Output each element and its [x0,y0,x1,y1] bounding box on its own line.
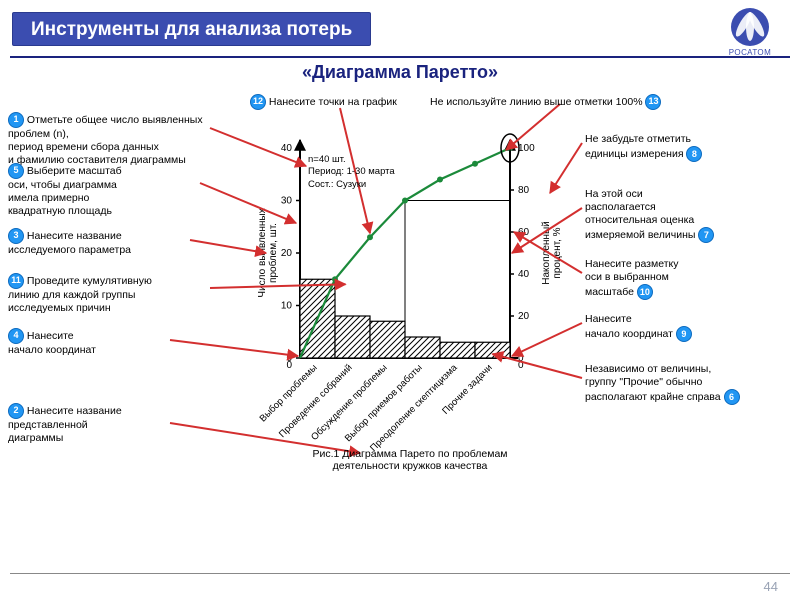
annotation-4: 4 Нанеситеначало координат [8,328,218,357]
rule-bottom [10,573,790,574]
svg-text:30: 30 [281,196,293,207]
svg-text:100: 100 [518,143,535,154]
svg-text:80: 80 [518,185,530,196]
svg-text:20: 20 [518,311,530,322]
step-badge-3: 3 [8,228,24,244]
annotation-8: Не забудьте отметитьединицы измерения 8 [585,133,785,162]
svg-text:Выбор проблемы: Выбор проблемы [258,362,320,424]
annotation-12: 12 Нанесите точки на график [250,94,397,110]
step-badge-6: 6 [724,389,740,405]
header-bar: Инструменты для анализа потерь [12,12,371,46]
subtitle: «Диаграмма Паретто» [0,62,800,83]
header-title: Инструменты для анализа потерь [31,19,352,40]
annotation-7: На этой осирасполагаетсяотносительная оц… [585,188,785,243]
annotation-13: Не используйте линию выше отметки 100% 1… [430,94,720,110]
step-badge-7: 7 [698,227,714,243]
page-number: 44 [764,579,778,594]
svg-text:20: 20 [281,248,293,259]
step-badge-8: 8 [686,146,702,162]
annotation-6: Независимо от величины,группу "Прочие" о… [585,363,785,405]
annotation-9: Нанеситеначало координат 9 [585,313,785,342]
step-badge-1: 1 [8,112,24,128]
annotation-5: 5 Выберите масштабоси, чтобы диаграммаим… [8,163,218,218]
step-badge-13: 13 [645,94,661,110]
annotation-2: 2 Нанесите названиепредставленнойдиаграм… [8,403,218,445]
annotation-10: Нанесите разметкуоси в выбранноммасштабе… [585,258,785,300]
annotation-11: 11 Проведите кумулятивнуюлинию для каждо… [8,273,218,315]
annotation-1: 1 Отметьте общее число выявленных пробле… [8,112,218,167]
svg-text:0: 0 [286,360,292,371]
svg-text:Накопленныйпроцент, %: Накопленныйпроцент, % [541,221,563,284]
chart-info-box: n=40 шт.Период: 1-30 мартаСост.: Сузуки [308,154,395,191]
diagram-area: 01020304002040608010000Выбор проблемыПро… [0,88,800,558]
svg-text:40: 40 [281,143,293,154]
step-badge-2: 2 [8,403,24,419]
step-badge-11: 11 [8,273,24,289]
rule-top [10,56,790,58]
step-badge-10: 10 [637,284,653,300]
annotation-3: 3 Нанесите названиеисследуемого параметр… [8,228,218,257]
chart-caption: Рис.1 Диаграмма Парето по проблемамдеяте… [270,448,550,472]
step-badge-9: 9 [676,326,692,342]
step-badge-4: 4 [8,328,24,344]
step-badge-12: 12 [250,94,266,110]
svg-text:10: 10 [281,301,293,312]
svg-text:40: 40 [518,269,530,280]
rosatom-logo: РОСАТОМ [718,6,782,57]
step-badge-5: 5 [8,163,24,179]
